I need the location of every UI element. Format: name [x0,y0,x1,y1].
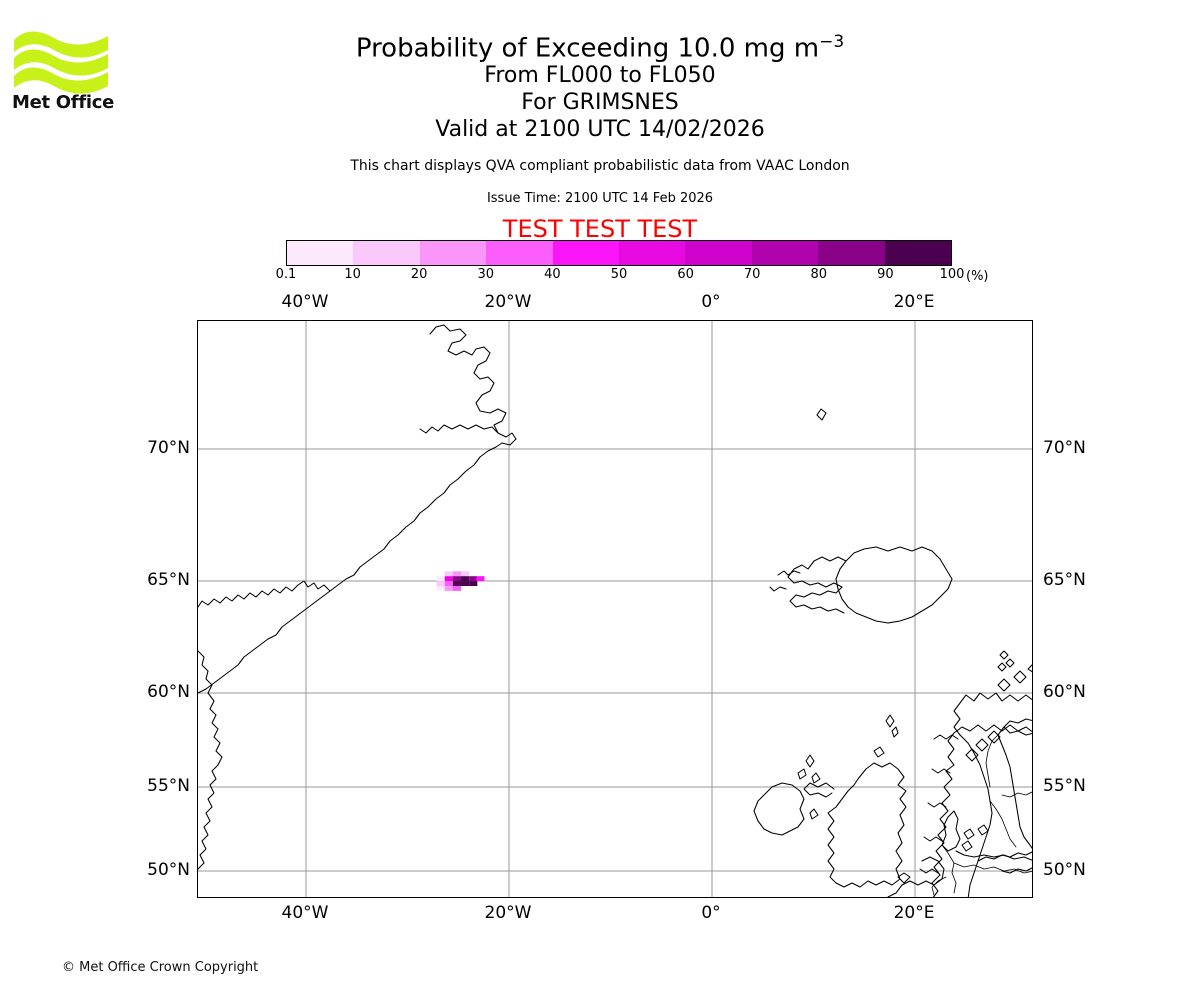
colorbar-band-3 [486,241,553,265]
ash-cell-5 [452,576,462,582]
lon-label-bottom-20E: 20°E [893,903,935,923]
coastlines [198,324,1032,897]
copyright-notice: © Met Office Crown Copyright [62,960,259,975]
colorbar-band-1 [353,241,420,265]
ash-cell-11 [452,581,462,586]
issue-time: Issue Time: 2100 UTC 14 Feb 2026 [486,191,714,206]
lat-label-left-60N: 60°N [147,682,190,702]
page-title-text: Probability of Exceeding 10.0 mg m [355,33,820,64]
qva-note: This chart displays QVA compliant probab… [350,158,850,174]
ash-cell-7 [469,576,478,582]
met-office-logo [12,26,112,114]
colorbar-band-5 [619,241,686,265]
colorbar-tick-80: 80 [810,267,828,282]
colorbar-band-8 [818,241,885,265]
lat-label-right-55N: 55°N [1043,776,1086,796]
colorbar-tick-60: 60 [677,267,694,282]
ash-cell-4 [444,576,453,582]
colorbar-tick-0.1: 0.1 [275,267,297,282]
map-canvas [198,321,1032,897]
ash-cell-13 [469,581,478,586]
page-title-exponent: −3 [819,32,845,52]
ash-cell-1 [452,571,462,577]
lon-label-bottom-20W: 20°W [484,903,532,923]
ash-cell-2 [461,571,470,577]
probability-colorbar: 0.1 10 20 30 40 50 60 70 80 90 100 [276,240,964,282]
colorbar-tick-100: 100 [939,267,965,282]
lon-label-bottom-0: 0° [701,903,721,923]
colorbar-tick-50: 50 [610,267,628,282]
colorbar-tick-10: 10 [344,267,361,282]
colorbar-band-0 [287,241,354,265]
page-title: Probability of Exceeding 10.0 mg m−3 [0,26,1200,65]
ash-cell-12 [461,581,470,586]
colorbar-tick-40: 40 [544,267,561,282]
flight-level-range: From FL000 to FL050 [484,63,716,88]
lat-label-left-55N: 55°N [147,776,190,796]
colorbar-tick-90: 90 [877,267,894,282]
colorbar-band-7 [751,241,819,265]
ash-cell-0 [444,571,453,577]
ash-cell-15 [444,586,453,591]
volcano-name-line: For GRIMSNES [521,90,679,115]
ash-cell-14 [436,586,445,591]
colorbar-tick-30: 30 [477,267,495,282]
ash-cell-9 [436,581,445,586]
map-gridlines [198,321,1032,897]
ash-cell-8 [476,576,485,582]
colorbar-band-4 [552,241,620,265]
colorbar-bands [286,240,952,266]
lat-label-left-70N: 70°N [147,438,190,458]
colorbar-band-9 [884,241,952,265]
lat-label-right-65N: 65°N [1043,570,1086,590]
met-office-waves-icon [14,31,108,94]
colorbar-tick-labels: 0.1 10 20 30 40 50 60 70 80 90 100 [276,267,965,285]
lon-label-bottom-40W: 40°W [281,903,329,923]
colorbar-unit-label: (%) [966,269,989,284]
test-banner: TEST TEST TEST [502,215,698,243]
lat-label-left-65N: 65°N [147,570,190,590]
lon-label-top-0: 0° [701,292,721,312]
lat-label-left-50N: 50°N [147,860,190,880]
ash-cell-3 [436,576,445,582]
lon-label-top-40W: 40°W [281,292,329,312]
colorbar-tick-70: 70 [743,267,761,282]
lat-label-right-70N: 70°N [1043,438,1086,458]
ash-cell-10 [444,581,453,586]
map-panel[interactable] [197,320,1033,898]
met-office-wordmark: Met Office [12,92,115,113]
ash-cell-16 [452,586,462,591]
ash-probability-cells [436,571,485,591]
valid-time-line: Valid at 2100 UTC 14/02/2026 [435,117,765,142]
lat-label-right-50N: 50°N [1043,860,1086,880]
ash-cell-6 [461,576,470,582]
colorbar-band-2 [419,241,487,265]
lon-label-top-20W: 20°W [484,292,532,312]
colorbar-tick-20: 20 [410,267,428,282]
lat-label-right-60N: 60°N [1043,682,1086,702]
colorbar-band-6 [685,241,752,265]
lon-label-top-20E: 20°E [893,292,935,312]
